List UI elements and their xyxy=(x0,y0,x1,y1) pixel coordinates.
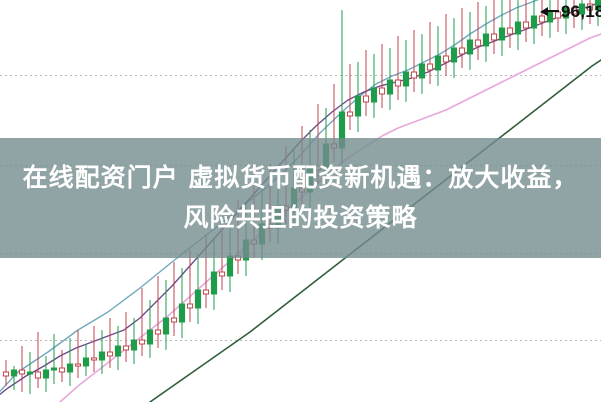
candle-48 xyxy=(386,48,394,110)
candle-64 xyxy=(514,0,522,50)
candle-68 xyxy=(546,0,554,38)
candle-54 xyxy=(434,26,442,86)
candle-67 xyxy=(538,0,546,36)
candle-70 xyxy=(562,0,570,34)
candle-62 xyxy=(498,0,506,56)
candle-55 xyxy=(442,14,450,76)
candle-69 xyxy=(554,0,562,32)
candle-21 xyxy=(170,262,178,336)
candle-57 xyxy=(458,8,466,68)
candle-51 xyxy=(410,30,418,92)
candle-24 xyxy=(194,254,202,324)
candle-66 xyxy=(530,0,538,44)
candle-60 xyxy=(482,6,490,62)
title-overlay-banner: 在线配资门户 虚拟货币配资新机遇：放大收益， 风险共担的投资策略 xyxy=(0,138,601,258)
candle-43 xyxy=(346,64,354,130)
candle-14 xyxy=(114,326,122,370)
candle-11 xyxy=(90,326,98,372)
candle-3 xyxy=(26,352,34,394)
candle-15 xyxy=(122,312,130,362)
candle-23 xyxy=(186,250,194,322)
candle-56 xyxy=(450,18,458,78)
candle-2 xyxy=(18,346,26,392)
candle-9 xyxy=(74,330,82,378)
candle-73 xyxy=(586,0,594,24)
candle-50 xyxy=(402,40,410,102)
candle-63 xyxy=(506,0,514,48)
price-annotation-label: 96,18 xyxy=(561,2,601,21)
candle-8 xyxy=(66,338,74,386)
candle-45 xyxy=(362,50,370,116)
candle-13 xyxy=(106,318,114,368)
candle-17 xyxy=(138,288,146,356)
candle-61 xyxy=(490,0,498,54)
candle-47 xyxy=(378,44,386,108)
candle-22 xyxy=(178,268,186,338)
candle-44 xyxy=(354,62,362,132)
candle-0 xyxy=(2,360,10,386)
candle-6 xyxy=(50,334,58,384)
candle-16 xyxy=(130,318,138,364)
candle-71 xyxy=(570,0,578,28)
annotation-leader-line xyxy=(540,7,559,16)
candle-65 xyxy=(522,0,530,42)
candle-59 xyxy=(474,2,482,60)
candle-53 xyxy=(426,22,434,84)
candlesticks-group xyxy=(2,0,601,394)
candle-49 xyxy=(394,36,402,100)
candle-7 xyxy=(58,350,66,382)
candle-52 xyxy=(418,34,426,94)
candle-20 xyxy=(162,280,170,350)
leader-arrowhead xyxy=(540,7,548,16)
banner-title-line-2: 风险共担的投资策略 xyxy=(183,203,418,232)
candle-10 xyxy=(82,344,90,376)
candle-19 xyxy=(154,276,162,348)
candle-5 xyxy=(42,356,50,392)
candle-4 xyxy=(34,332,42,388)
banner-title-line-1: 在线配资门户 虚拟货币配资新机遇：放大收益， xyxy=(22,163,579,192)
candle-12 xyxy=(98,330,106,374)
candle-58 xyxy=(466,12,474,70)
candle-46 xyxy=(370,54,378,118)
candle-1 xyxy=(10,366,18,390)
candle-18 xyxy=(146,300,154,358)
candle-72 xyxy=(578,0,586,30)
